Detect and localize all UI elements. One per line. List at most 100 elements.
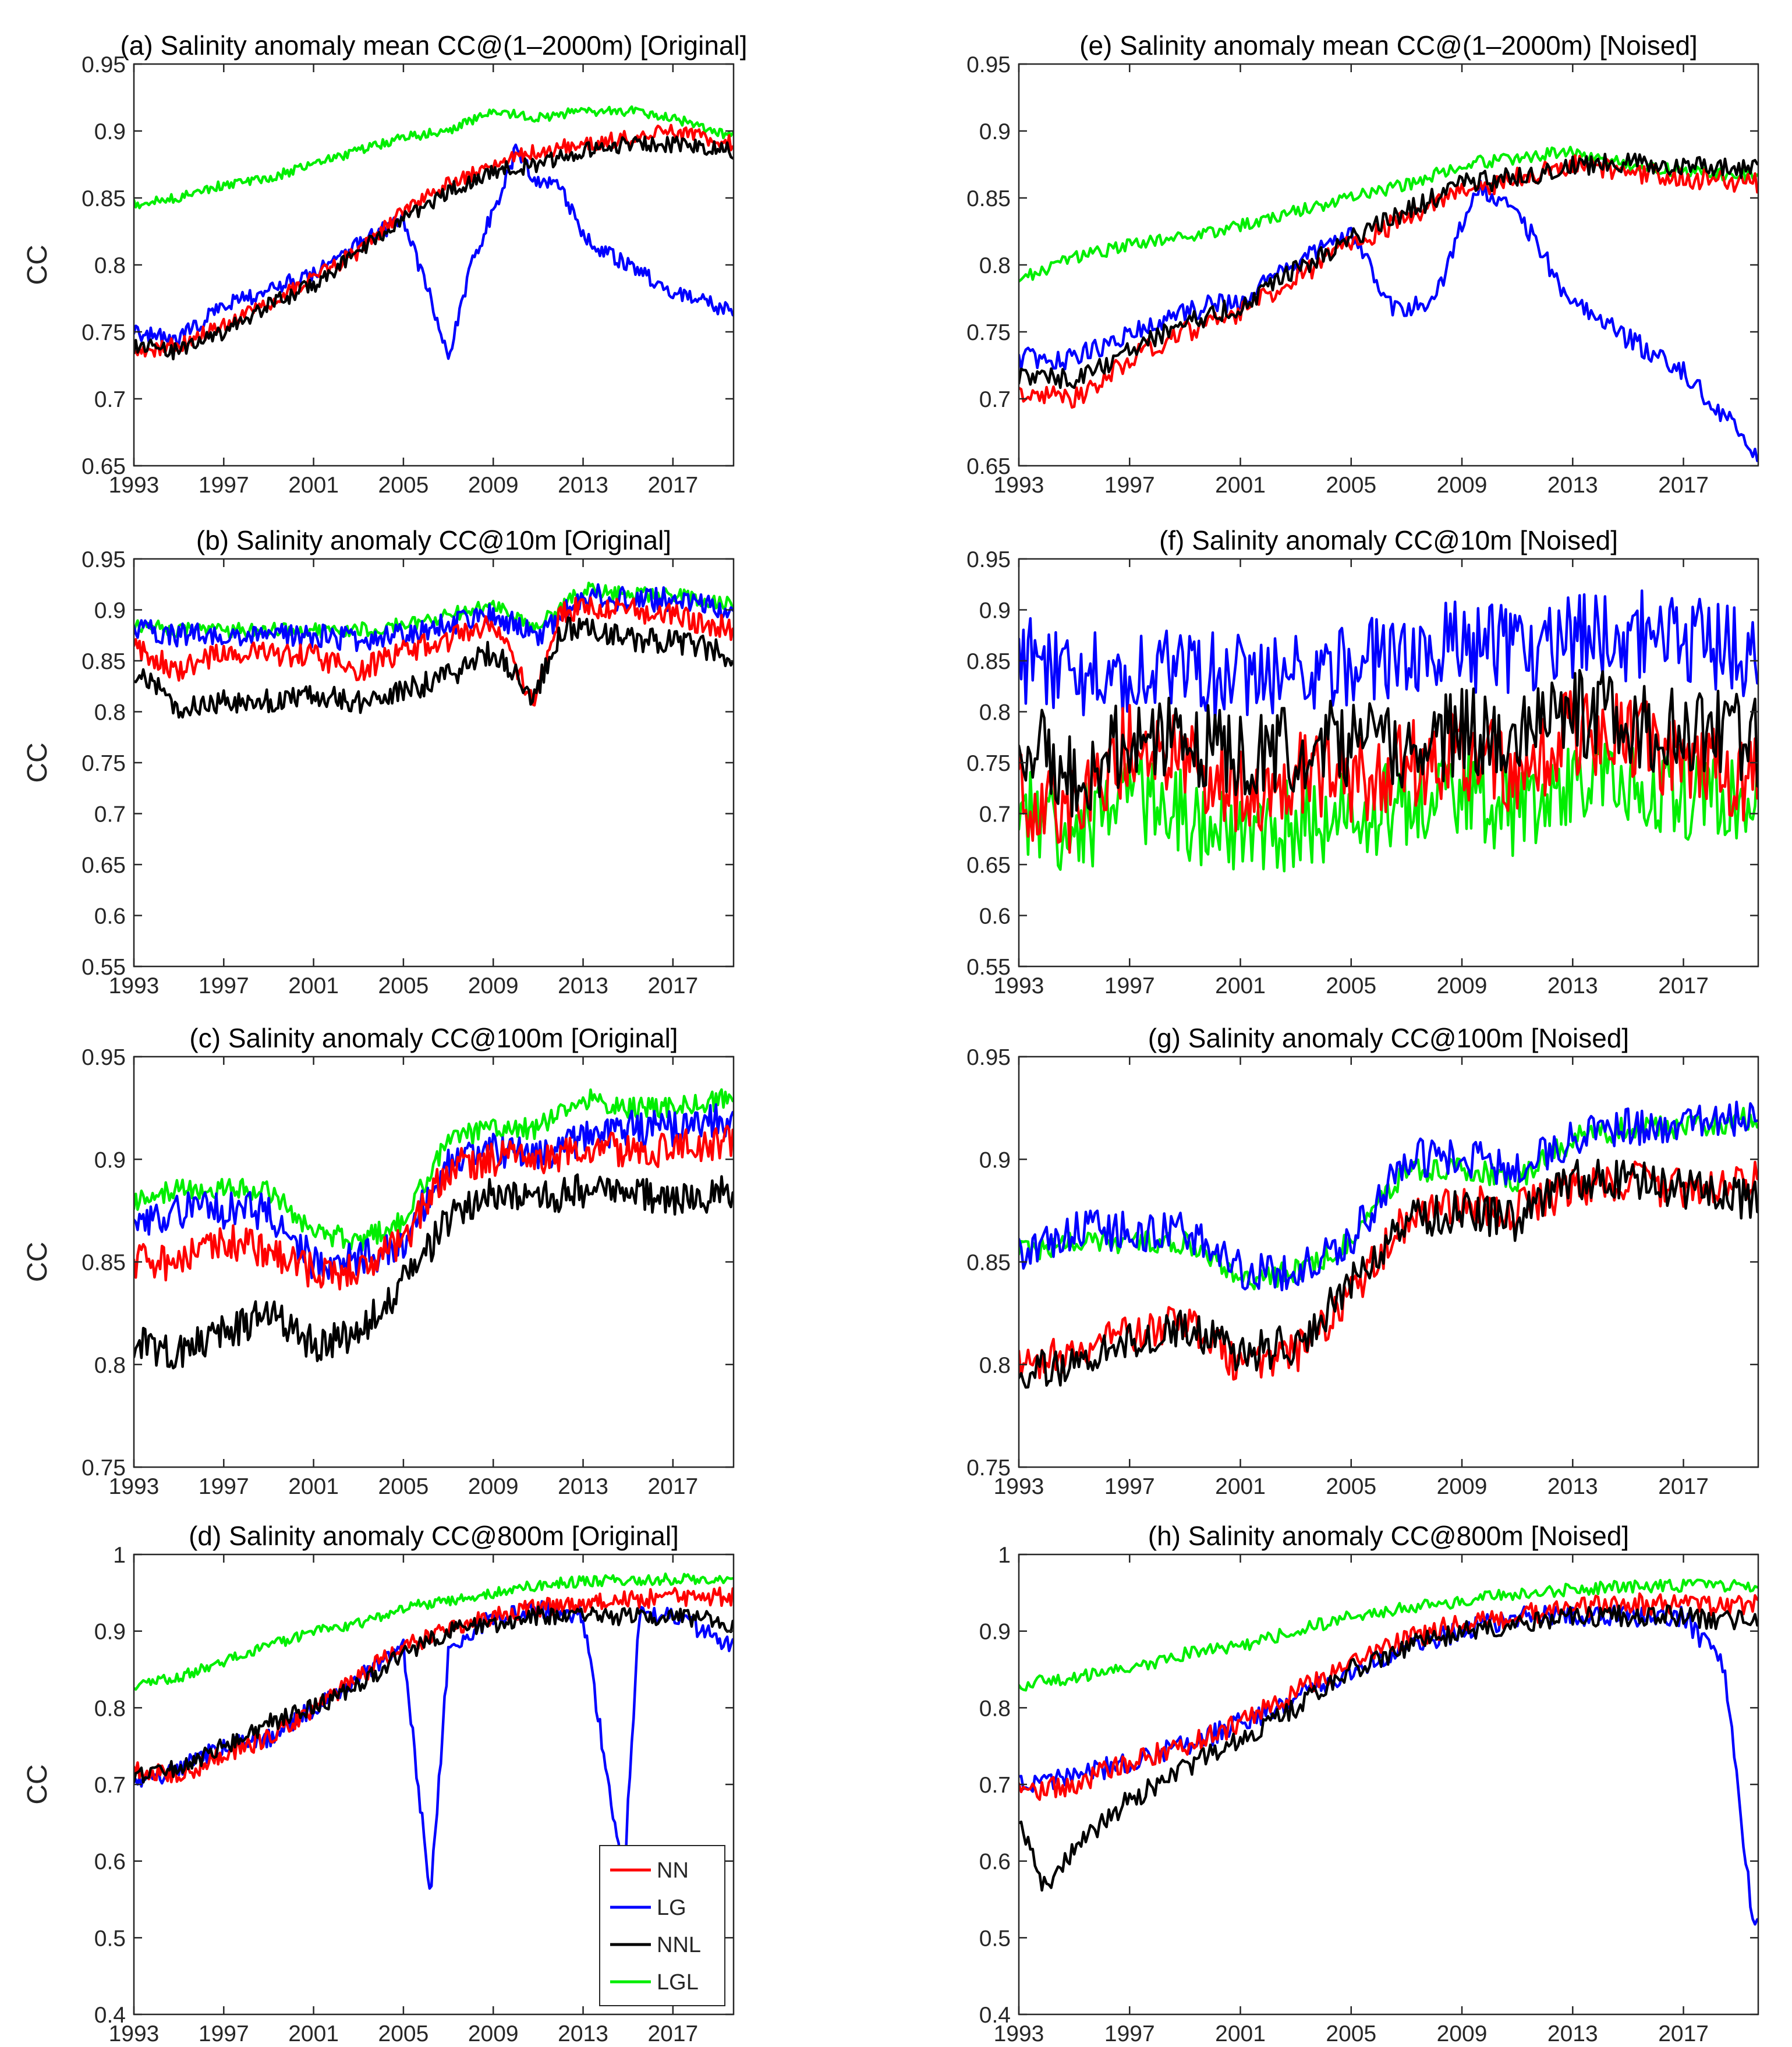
y-tick-label: 0.7 <box>979 802 1011 827</box>
panel-a: (a) Salinity anomaly mean CC@(1–2000m) [… <box>22 30 748 498</box>
y-tick-label: 0.8 <box>94 1696 126 1721</box>
x-tick-label: 2009 <box>1437 2021 1488 2046</box>
y-tick-label: 0.8 <box>94 1353 126 1378</box>
panel-f: (f) Salinity anomaly CC@10m [Noised] 1993… <box>966 525 1759 998</box>
y-tick-label: 0.8 <box>979 700 1011 725</box>
x-tick-label: 2005 <box>378 473 429 498</box>
series-nn-line <box>134 1124 734 1291</box>
x-tick-label: 2013 <box>558 473 608 498</box>
x-tick-label: 2013 <box>1547 2021 1598 2046</box>
panel-c: (c) Salinity anomaly CC@100m [Original] C… <box>22 1023 735 1499</box>
y-tick-label: 0.95 <box>966 1045 1011 1070</box>
y-tick-label: 0.9 <box>979 119 1011 144</box>
x-tick-label: 2001 <box>1215 973 1266 998</box>
panel-title: (h) Salinity anomaly CC@800m [Noised] <box>1148 1521 1629 1551</box>
y-axis-label: CC <box>22 245 53 285</box>
legend: NN LG NNL LGL <box>599 1845 725 2006</box>
x-tick-label: 2017 <box>1658 973 1709 998</box>
x-tick-label: 2017 <box>647 2021 698 2046</box>
series-lgl-line <box>1019 146 1758 283</box>
legend-box <box>599 1845 725 2006</box>
y-tick-label: 0.4 <box>979 2003 1011 2028</box>
panel-title: (c) Salinity anomaly CC@100m [Original] <box>189 1023 678 1053</box>
x-tick-label: 2009 <box>468 2021 519 2046</box>
x-tick-label: 2009 <box>1437 1474 1488 1499</box>
y-tick-label: 0.95 <box>966 547 1011 572</box>
x-tick-label: 2005 <box>378 973 429 998</box>
x-tick-label: 2009 <box>468 473 519 498</box>
panel-title: (a) Salinity anomaly mean CC@(1–2000m) [… <box>120 30 747 61</box>
y-tick-label: 0.7 <box>94 1773 126 1798</box>
panel-title: (d) Salinity anomaly CC@800m [Original] <box>189 1521 679 1551</box>
x-tick-label: 2013 <box>558 2021 608 2046</box>
y-tick-label: 0.75 <box>966 1455 1011 1481</box>
series-nnl-line <box>134 1173 734 1370</box>
y-tick-label: 0.85 <box>82 649 126 674</box>
legend-label-nn: NN <box>657 1858 689 1883</box>
x-tick-label: 2017 <box>1658 473 1709 498</box>
axes-frame <box>133 63 735 467</box>
y-axis-label: CC <box>22 1764 53 1804</box>
y-tick-label: 0.9 <box>94 1148 126 1173</box>
y-tick-label: 0.9 <box>979 1620 1011 1645</box>
series-lgl-line <box>134 1572 734 1691</box>
x-tick-label: 1997 <box>1104 973 1155 998</box>
y-tick-label: 0.5 <box>94 1926 126 1951</box>
y-tick-label: 0.8 <box>979 253 1011 278</box>
y-tick-label: 0.75 <box>966 751 1011 776</box>
x-tick-label: 2017 <box>1658 2021 1709 2046</box>
series-nn-line <box>134 1586 734 1784</box>
series-nnl-line <box>1019 1604 1758 1892</box>
y-tick-label: 0.65 <box>82 853 126 878</box>
panel-title: (g) Salinity anomaly CC@100m [Noised] <box>1148 1023 1629 1053</box>
series-nn-line <box>1019 690 1758 854</box>
series-nn-line <box>1019 1160 1758 1381</box>
y-tick-label: 0.85 <box>82 1251 126 1276</box>
x-tick-label: 1997 <box>1104 1474 1155 1499</box>
x-tick-label: 1997 <box>199 2021 249 2046</box>
series-lgl-line <box>134 1088 734 1252</box>
y-tick-label: 0.6 <box>979 1850 1011 1875</box>
y-tick-label: 1 <box>113 1543 126 1568</box>
series-lg-line <box>1019 589 1758 724</box>
legend-label-lg: LG <box>657 1896 686 1920</box>
x-tick-label: 1993 <box>994 473 1044 498</box>
panel-h: (h) Salinity anomaly CC@800m [Noised] 199… <box>979 1521 1759 2046</box>
y-tick-label: 0.85 <box>966 186 1011 211</box>
series-lg-line <box>1019 179 1758 462</box>
x-tick-label: 2009 <box>468 973 519 998</box>
plot-area <box>134 581 734 719</box>
panel-title: (f) Salinity anomaly CC@10m [Noised] <box>1159 525 1618 555</box>
legend-label-lgl: LGL <box>657 1970 699 1995</box>
series-lgl-line <box>1019 1578 1758 1692</box>
x-tick-label: 2013 <box>558 1474 608 1499</box>
x-tick-label: 2005 <box>1326 2021 1376 2046</box>
x-tick-label: 1993 <box>994 1474 1044 1499</box>
x-tick-label: 1997 <box>199 473 249 498</box>
series-nnl-line <box>1019 1159 1758 1389</box>
x-tick-label: 2001 <box>1215 473 1266 498</box>
y-tick-label: 0.95 <box>82 52 126 77</box>
x-tick-label: 2005 <box>378 1474 429 1499</box>
y-tick-label: 0.95 <box>82 547 126 572</box>
y-axis-label: CC <box>22 1242 53 1282</box>
y-tick-label: 0.65 <box>82 454 126 479</box>
x-tick-label: 2001 <box>1215 2021 1266 2046</box>
y-tick-label: 0.85 <box>966 1251 1011 1276</box>
legend-label-nnl: NNL <box>657 1933 701 1957</box>
series-lg-line <box>1019 1100 1758 1292</box>
x-tick-label: 2005 <box>1326 1474 1376 1499</box>
x-tick-label: 1993 <box>109 2021 160 2046</box>
x-tick-label: 2017 <box>647 1474 698 1499</box>
x-tick-label: 2017 <box>647 973 698 998</box>
x-tick-label: 2005 <box>378 2021 429 2046</box>
y-tick-label: 0.8 <box>94 253 126 278</box>
y-tick-label: 0.65 <box>966 853 1011 878</box>
series-lgl-line <box>1019 740 1758 873</box>
x-tick-label: 2001 <box>1215 1474 1266 1499</box>
plot-area <box>134 1572 734 1890</box>
plot-area <box>1019 146 1758 462</box>
x-tick-label: 1993 <box>109 1474 160 1499</box>
y-tick-label: 0.75 <box>82 320 126 345</box>
y-tick-label: 0.9 <box>979 598 1011 624</box>
